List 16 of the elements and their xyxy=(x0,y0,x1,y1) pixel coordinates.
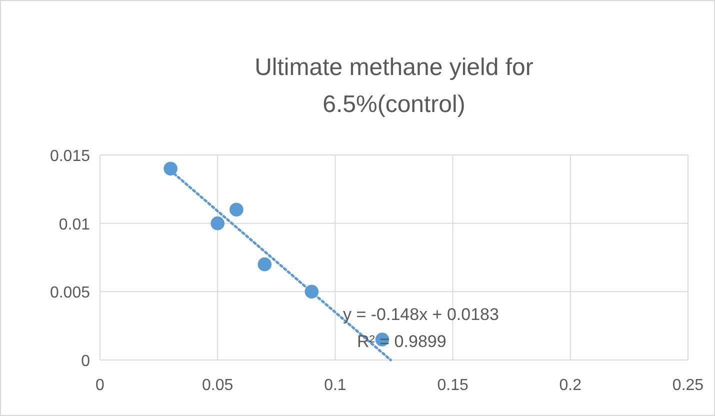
x-tick-label: 0 xyxy=(96,377,105,394)
y-tick-label: 0.005 xyxy=(50,284,90,302)
x-tick-label: 0.05 xyxy=(202,377,234,394)
annotation: y = -0.148x + 0.0183 xyxy=(343,305,499,324)
x-tick-label: 0.15 xyxy=(437,377,468,394)
y-tick-label: 0.01 xyxy=(58,216,90,234)
y-tick-label: 0.015 xyxy=(50,148,90,165)
x-tick-label: 0.25 xyxy=(672,377,704,394)
chart-title: Ultimate methane yield for 6.5%(control) xyxy=(254,54,534,118)
y-tick-label: 0 xyxy=(81,353,90,370)
point xyxy=(230,202,244,217)
x-tick-label: 0.1 xyxy=(324,377,346,394)
x-tick-label: 0.2 xyxy=(559,377,582,394)
point xyxy=(210,216,225,230)
point xyxy=(164,162,178,176)
point xyxy=(258,257,272,272)
